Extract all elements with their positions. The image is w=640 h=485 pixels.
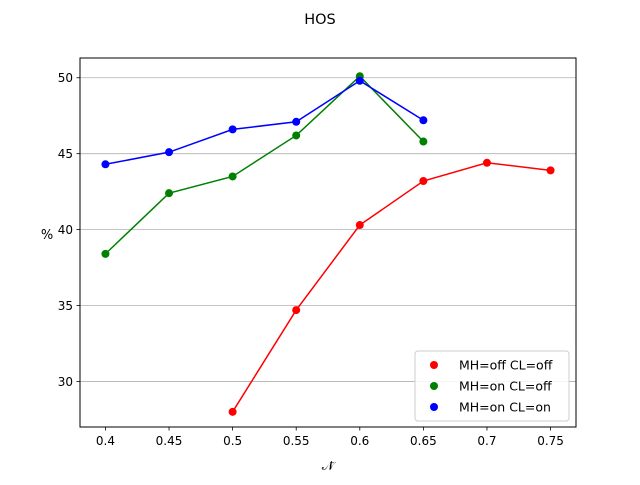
- data-point: [546, 166, 555, 175]
- data-point: [419, 137, 428, 146]
- data-point: [228, 407, 237, 416]
- x-tick-label: 0.5: [223, 434, 242, 448]
- legend-marker: [430, 382, 438, 390]
- y-tick-label: 30: [58, 375, 73, 389]
- series-line: [105, 79, 424, 166]
- series-3: [101, 76, 428, 169]
- y-axis-label: %: [41, 228, 53, 243]
- data-point: [292, 117, 301, 126]
- legend: MH=off CL=off MH=on CL=off MH=on CL=on: [414, 350, 570, 422]
- y-tick-label: 35: [58, 299, 73, 313]
- tick-layer: 30 35 40 45 50 0.4 0.45 0.5 0.55 0.6 0.65 0.7 0.75: [58, 71, 564, 448]
- data-point: [355, 221, 364, 230]
- data-point: [292, 131, 301, 140]
- x-tick-label: 0.45: [156, 434, 183, 448]
- data-point: [419, 177, 428, 185]
- data-point: [228, 172, 237, 181]
- x-tick-label: 0.65: [410, 434, 437, 448]
- chart-title: HOS: [304, 12, 336, 28]
- x-tick-label: 0.55: [283, 434, 310, 448]
- x-axis-label: 𝒩̃: [322, 459, 337, 474]
- data-point: [101, 249, 110, 258]
- series-layer: [101, 72, 555, 416]
- x-tick-label: 0.6: [350, 434, 369, 448]
- series-line: [231, 162, 551, 413]
- data-point: [419, 116, 428, 125]
- legend-marker: [430, 403, 438, 411]
- data-point: [165, 148, 174, 157]
- grid-layer: [80, 77, 576, 382]
- series-1: [228, 158, 555, 416]
- plot-frame: [79, 57, 577, 428]
- data-point: [482, 158, 491, 167]
- y-tick-label: 45: [58, 147, 73, 161]
- legend-box: [414, 350, 570, 422]
- series-2: [101, 72, 428, 258]
- legend-label: MH=on CL=on: [459, 400, 551, 415]
- data-point: [355, 76, 364, 85]
- legend-label: MH=off CL=off: [459, 358, 553, 373]
- x-tick-label: 0.7: [477, 434, 496, 448]
- data-point: [101, 160, 110, 169]
- data-point: [292, 306, 301, 315]
- x-tick-label: 0.75: [537, 434, 564, 448]
- legend-marker: [430, 361, 438, 369]
- data-point: [228, 125, 237, 134]
- legend-label: MH=on CL=off: [459, 379, 552, 394]
- y-tick-label: 40: [58, 223, 73, 237]
- x-tick-label: 0.4: [96, 434, 115, 448]
- series-line: [104, 75, 424, 255]
- data-point: [165, 189, 174, 198]
- y-tick-label: 50: [58, 71, 73, 85]
